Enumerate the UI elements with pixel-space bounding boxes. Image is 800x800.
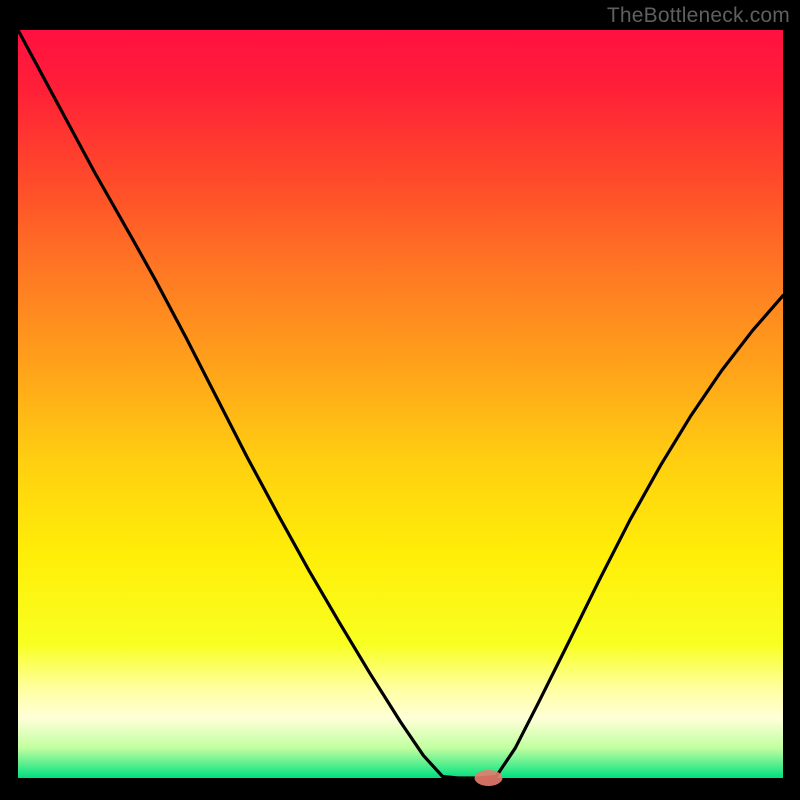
chart-svg bbox=[0, 0, 800, 800]
optimal-marker bbox=[474, 770, 502, 786]
chart-container: TheBottleneck.com bbox=[0, 0, 800, 800]
plot-background bbox=[18, 30, 783, 778]
watermark-label: TheBottleneck.com bbox=[607, 4, 790, 28]
